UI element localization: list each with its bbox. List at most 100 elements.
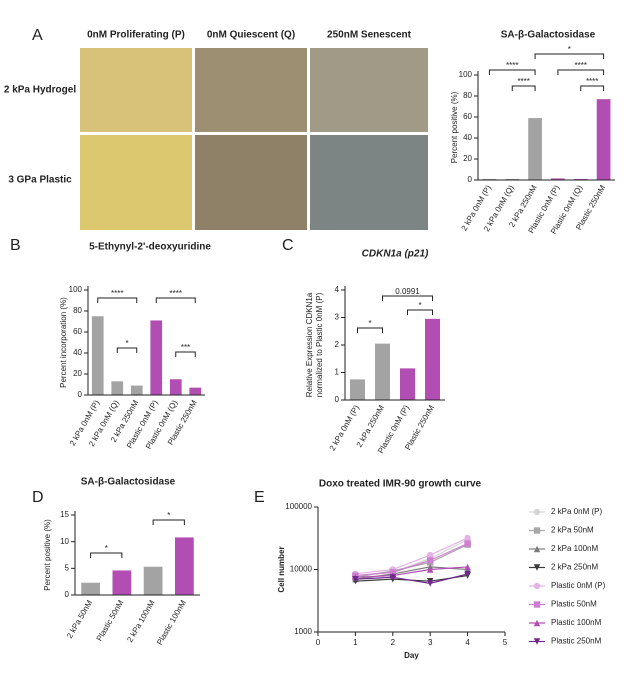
x-tick-label: 1 <box>353 638 358 647</box>
y-tick-label: 60 <box>463 112 472 121</box>
bar <box>400 368 415 400</box>
panel-letter: A <box>32 27 43 44</box>
legend-marker <box>533 619 541 627</box>
marker <box>464 570 471 578</box>
y-tick-label: 0 <box>78 390 83 399</box>
bar <box>375 343 390 400</box>
y-tick-label: 80 <box>463 91 472 100</box>
y-tick-label: 40 <box>73 348 82 357</box>
y-tick-label: 0 <box>65 590 70 599</box>
significance-bracket <box>155 297 196 303</box>
row-label: 3 GPa Plastic <box>8 175 72 186</box>
significance-bracket <box>152 519 185 525</box>
significance-label: *** <box>181 343 190 352</box>
y-tick-label: 1 <box>335 368 340 377</box>
chart-title: SA-β-Galactosidase <box>81 477 176 488</box>
y-tick-label: 60 <box>73 327 82 336</box>
micrograph <box>80 48 192 132</box>
y-tick-label: 100000 <box>285 502 312 511</box>
bar <box>130 385 143 395</box>
significance-bracket <box>488 69 536 75</box>
series-line <box>355 537 468 575</box>
y-axis-note: normalized to Plastic 0nM (P) <box>315 292 324 397</box>
chart-title: SA-β-Galactosidase <box>501 30 596 41</box>
y-tick-label: 0 <box>468 175 473 184</box>
y-tick-label: 5 <box>65 563 70 572</box>
y-axis-label: Percent incorporation (%) <box>59 297 68 388</box>
y-tick-label: 100 <box>69 285 83 294</box>
significance-label: **** <box>575 61 587 70</box>
y-tick-label: 3 <box>335 313 340 322</box>
panel-letter: B <box>10 237 21 254</box>
axis <box>74 511 200 596</box>
significance-bracket <box>116 347 138 353</box>
x-tick-label: 5 <box>503 638 508 647</box>
marker <box>464 563 471 571</box>
significance-label: **** <box>111 289 123 298</box>
y-axis-label: Relative Expression CDKN1a <box>305 292 314 397</box>
y-tick-label: 0 <box>335 395 340 404</box>
significance-bracket <box>97 297 138 303</box>
marker <box>352 575 359 583</box>
bar <box>91 316 104 395</box>
legend-label: 2 kPa 250nM <box>551 563 598 572</box>
marker <box>427 566 434 573</box>
y-tick-label: 80 <box>73 306 82 315</box>
bar <box>169 379 182 395</box>
bar <box>112 570 132 595</box>
significance-label: **** <box>506 61 518 70</box>
panel-letter: E <box>254 489 265 506</box>
legend-label: Plastic 100nM <box>551 618 602 627</box>
bar <box>143 566 163 595</box>
x-tick-label: 3 <box>428 638 433 647</box>
significance-label: * <box>167 511 170 520</box>
significance-bracket <box>382 295 433 301</box>
marker <box>389 574 396 581</box>
y-tick-label: 4 <box>335 285 340 294</box>
marker <box>464 534 471 542</box>
series-line <box>355 543 468 577</box>
bar <box>81 582 100 595</box>
column-label: 0nM Proliferating (P) <box>87 30 185 41</box>
axis <box>87 286 205 396</box>
significance-label: * <box>368 319 371 328</box>
x-tick-label: 2 <box>391 638 396 647</box>
column-label: 0nM Quiescent (Q) <box>207 30 295 41</box>
legend-label: 2 kPa 0nM (P) <box>551 507 602 516</box>
significance-label: * <box>105 544 108 553</box>
bar <box>573 178 588 180</box>
micrograph <box>310 48 428 132</box>
marker <box>427 557 434 564</box>
bar <box>175 537 194 595</box>
micrograph <box>310 135 428 230</box>
significance-bracket <box>557 69 605 75</box>
bar <box>425 318 440 400</box>
y-tick-label: 10000 <box>290 565 313 574</box>
bar <box>505 178 520 180</box>
legend-marker <box>533 582 541 590</box>
significance-label: 0.0991 <box>395 287 420 296</box>
image-grid: 0nM Proliferating (P) 0nM Quiescent (Q) … <box>4 30 428 230</box>
legend-label: Plastic 0nM (P) <box>551 581 606 590</box>
significance-bracket <box>511 85 536 91</box>
y-tick-label: 15 <box>60 510 69 519</box>
legend-marker <box>533 545 541 553</box>
bar <box>111 381 124 395</box>
y-tick-label: 10 <box>60 537 69 546</box>
legend-marker <box>533 527 541 534</box>
legend-marker <box>533 601 541 608</box>
marker <box>427 580 434 587</box>
column-label: 250nM Senescent <box>327 30 412 41</box>
chart-title: CDKN1a (p21) <box>362 249 429 260</box>
micrograph <box>195 135 307 230</box>
axis <box>317 507 505 633</box>
significance-bracket <box>407 309 433 315</box>
axis <box>344 286 445 401</box>
y-axis-label: Percent positive (%) <box>450 91 459 163</box>
legend-marker <box>533 564 541 571</box>
bar <box>551 178 565 180</box>
x-tick-label: 4 <box>465 638 470 647</box>
bar <box>189 387 202 395</box>
legend-label: 2 kPa 100nM <box>551 544 598 553</box>
series-line <box>355 566 468 578</box>
